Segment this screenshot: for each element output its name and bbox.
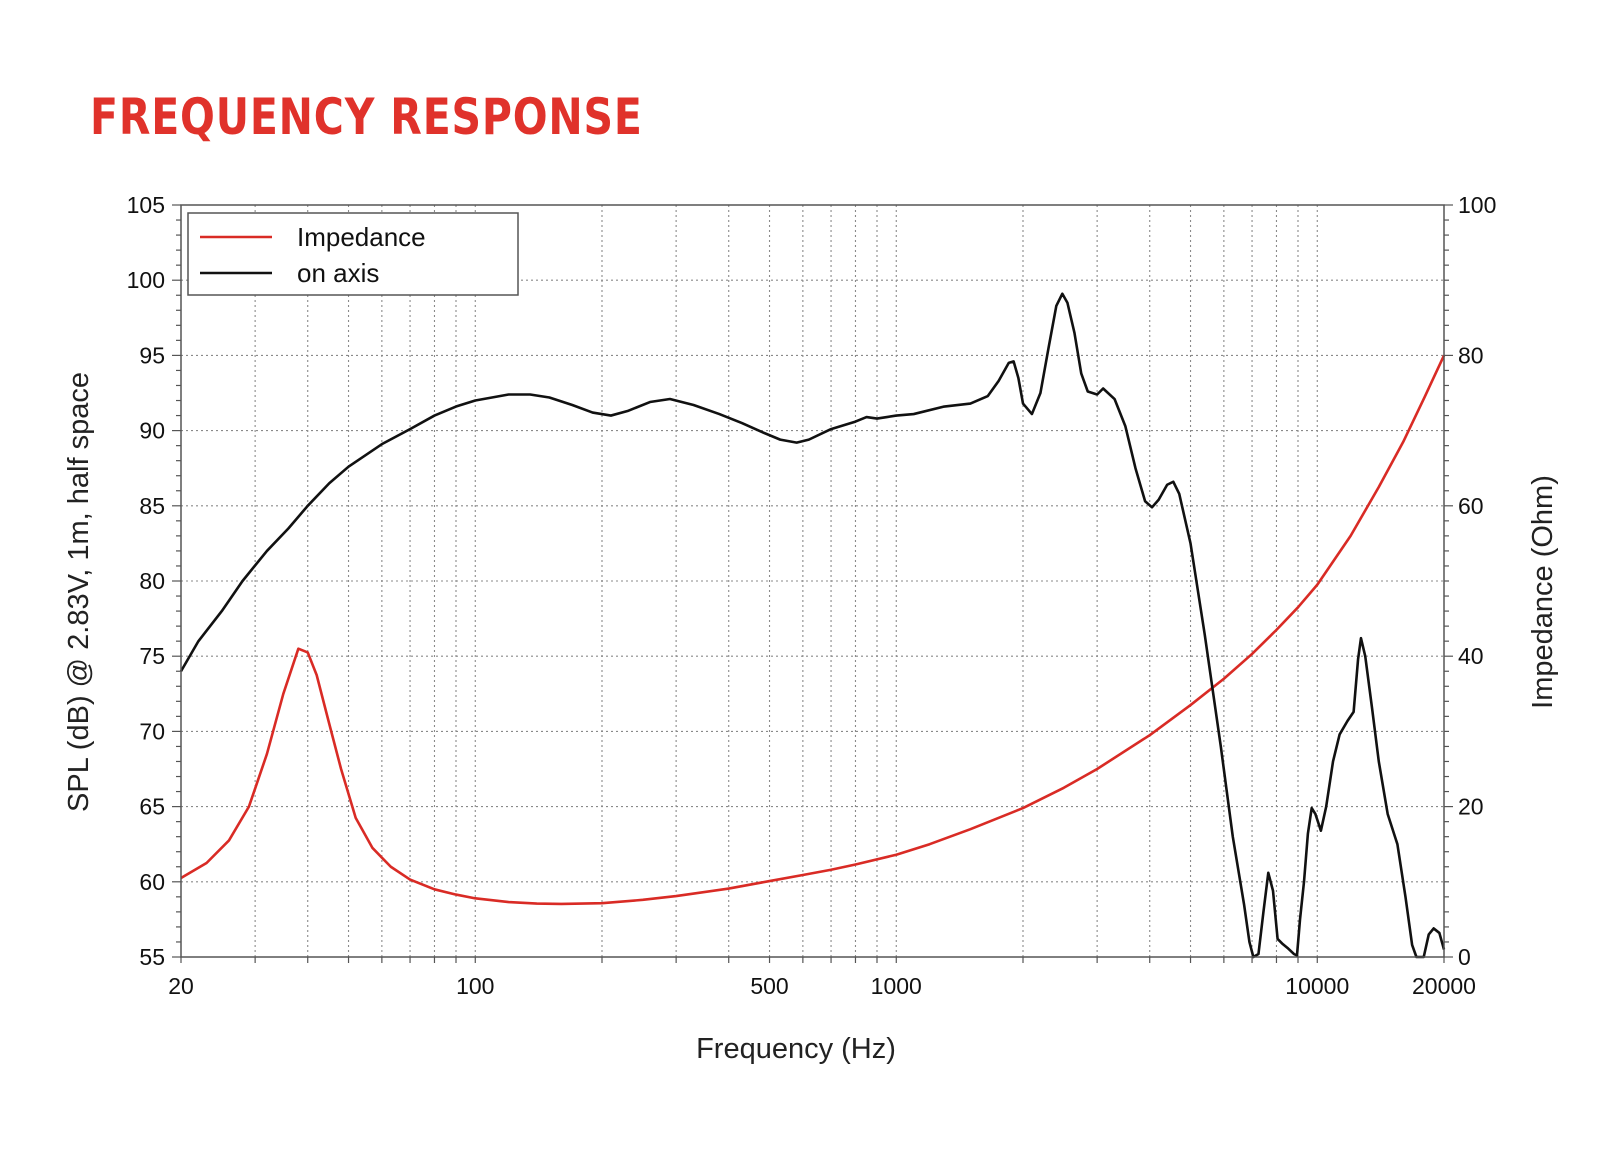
y-tick-labels: 55 60 65 70 75 80 85 90 95 100 105	[127, 192, 165, 970]
y-tick-label: 60	[139, 869, 165, 895]
x-tick-label: 20	[168, 973, 194, 999]
y-tick-label: 70	[139, 718, 165, 744]
y2-tick-label: 0	[1458, 944, 1471, 970]
plot-frame	[180, 204, 1445, 958]
y2-tick-label: 40	[1458, 643, 1484, 669]
grid	[181, 205, 1444, 957]
y-tick-label: 85	[139, 493, 165, 519]
y-tick-label: 105	[127, 192, 165, 218]
legend-label-on-axis: on axis	[297, 258, 379, 288]
minor-ticks	[172, 204, 1453, 963]
legend: Impedance on axis	[187, 212, 519, 296]
series-layer	[179, 292, 1446, 959]
y-axis-label: SPL (dB) @ 2.83V, 1m, half space	[63, 372, 95, 812]
x-tick-label: 1000	[871, 973, 922, 999]
series-line-impedance	[180, 354, 1446, 906]
y2-tick-labels: 0 20 40 60 80 100	[1458, 192, 1496, 970]
y2-axis-label: Impedance (Ohm)	[1527, 475, 1559, 709]
y-tick-label: 95	[139, 342, 165, 368]
legend-box	[187, 212, 519, 296]
y2-tick-label: 60	[1458, 493, 1484, 519]
y2-tick-label: 80	[1458, 342, 1484, 368]
x-tick-labels: 20 100 500 1000 10000 20000	[168, 973, 1476, 999]
y-tick-label: 80	[139, 568, 165, 594]
x-tick-label: 100	[456, 973, 494, 999]
y-tick-label: 65	[139, 794, 165, 820]
x-tick-label: 500	[750, 973, 788, 999]
y-tick-label: 100	[127, 267, 165, 293]
y-tick-label: 75	[139, 643, 165, 669]
x-axis-label: Frequency (Hz)	[696, 1033, 896, 1065]
x-tick-label: 10000	[1285, 973, 1349, 999]
y2-tick-label: 100	[1458, 192, 1496, 218]
x-tick-label: 20000	[1412, 973, 1476, 999]
y-tick-label: 90	[139, 418, 165, 444]
y-tick-label: 55	[139, 944, 165, 970]
y2-tick-label: 20	[1458, 794, 1484, 820]
series-line-on-axis	[179, 292, 1446, 959]
legend-label-impedance: Impedance	[297, 222, 426, 252]
page-title: FREQUENCY RESPONSE	[90, 88, 643, 146]
